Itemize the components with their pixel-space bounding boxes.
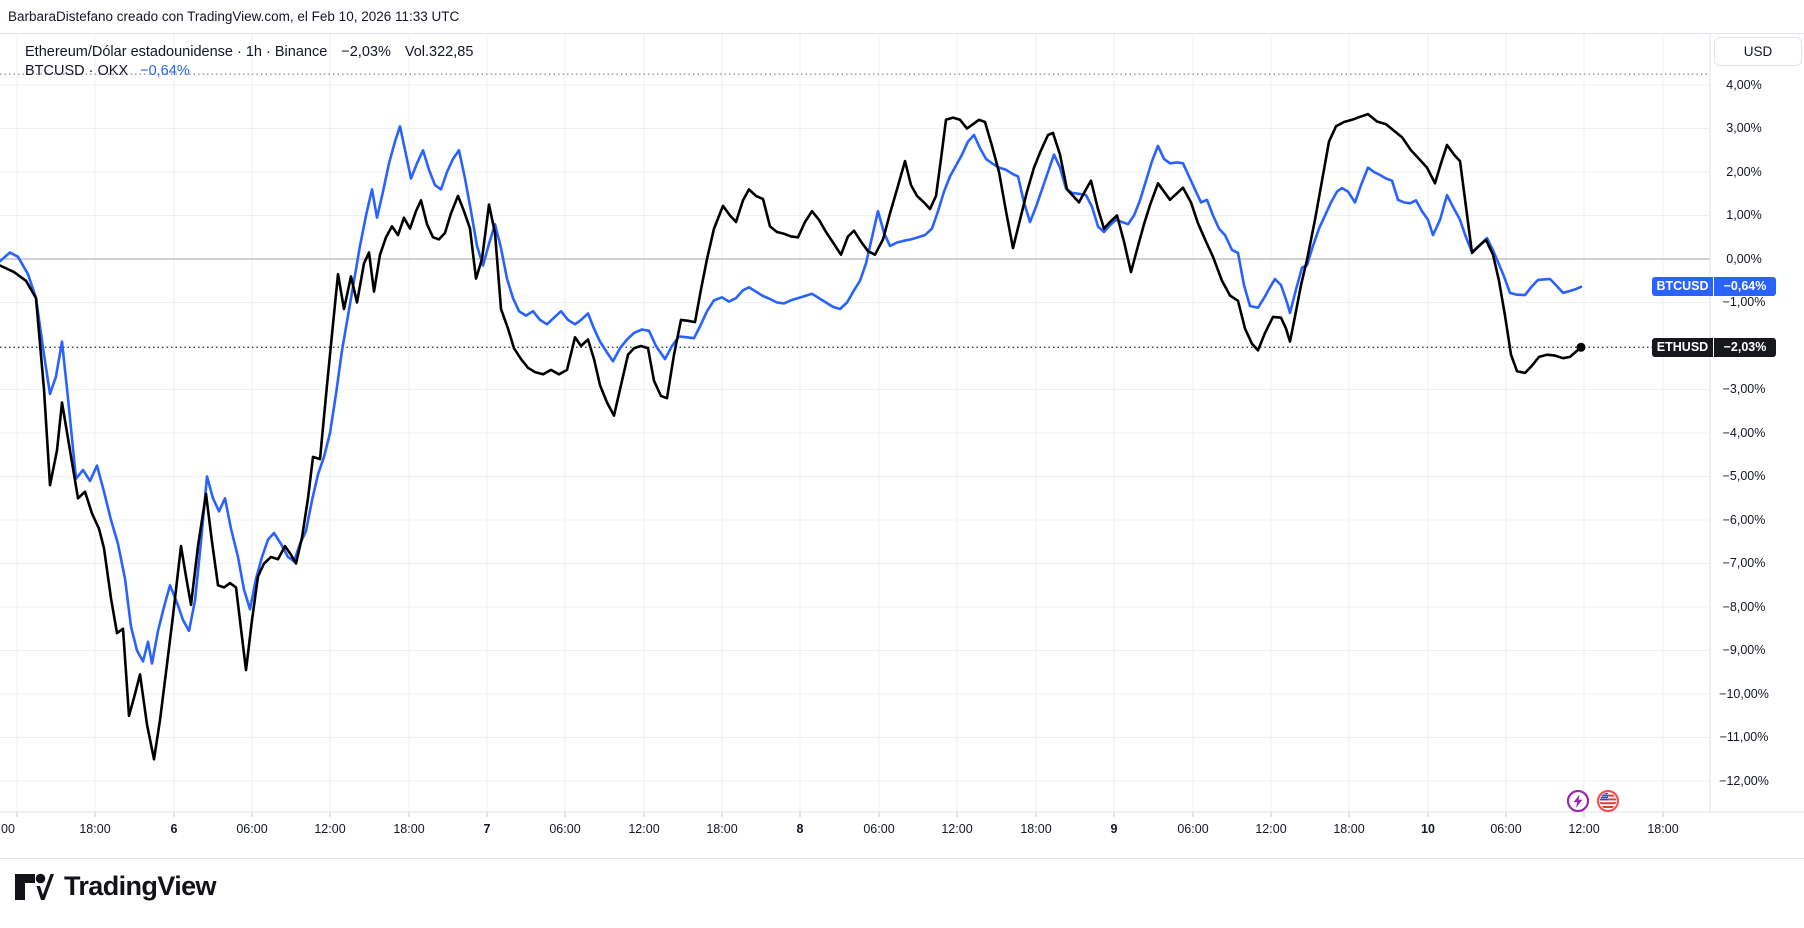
chart-frame — [0, 33, 1804, 859]
price-label-4: 4,00% — [1726, 77, 1762, 92]
tradingview-logo-text: TradingView — [64, 871, 217, 901]
price-label--3: −3,00% — [1722, 382, 1766, 396]
price-label--12: −12,00% — [1719, 773, 1769, 788]
price-label--8: −8,00% — [1722, 599, 1766, 614]
event-icons[interactable] — [1565, 789, 1629, 815]
btcusd-badge-symbol: BTCUSD — [1652, 277, 1713, 297]
price-label-0: 0,00% — [1726, 251, 1762, 266]
attribution-text: BarbaraDistefano creado con TradingView.… — [8, 9, 460, 24]
legend-row-btcusd[interactable]: BTCUSD · OKX −0,64% — [25, 63, 473, 80]
time-label-0600: 06:00 — [863, 822, 895, 836]
time-label-1800: 18:00 — [79, 822, 111, 836]
legend-row-ethusd[interactable]: Ethereum/Dólar estadounidense · 1h · Bin… — [25, 44, 473, 61]
price-label-1: 1,00% — [1726, 208, 1762, 222]
time-label-9: 9 — [1110, 822, 1118, 836]
time-label-0600: 06:00 — [1177, 822, 1209, 836]
time-label-1800: 18:00 — [393, 822, 425, 836]
time-label-1800: 18:00 — [1020, 822, 1052, 836]
price-label--7: −7,00% — [1722, 556, 1766, 570]
tradingview-logo[interactable]: TradingView — [14, 871, 217, 902]
time-label-1200: 12:00 — [941, 822, 973, 836]
us-flag-event-icon[interactable] — [1596, 789, 1620, 813]
ethusd-badge-value: −2,03% — [1714, 337, 1776, 357]
price-label-3: 3,00% — [1726, 121, 1762, 135]
time-label-1800: 18:00 — [706, 822, 738, 836]
legend-btc-symbol[interactable]: BTCUSD · OKX — [25, 63, 129, 79]
time-label-10: 10 — [1421, 822, 1435, 836]
price-label--6: −6,00% — [1722, 512, 1766, 527]
price-label--4: −4,00% — [1722, 425, 1766, 440]
time-label-1800: 18:00 — [1647, 822, 1679, 836]
time-label-1200: 12:00 — [628, 822, 660, 836]
time-label-0600: 06:00 — [549, 822, 581, 836]
price-label--5: −5,00% — [1722, 469, 1766, 483]
time-label-1200: 12:00 — [314, 822, 346, 836]
time-label-00: 00 — [1, 822, 15, 836]
price-label-2: 2,00% — [1726, 164, 1762, 179]
legend-eth-change: −2,03% — [341, 44, 391, 60]
time-label-8: 8 — [796, 822, 804, 836]
time-label-0600: 06:00 — [236, 822, 268, 836]
btcusd-price-badge: BTCUSD −0,64% — [1652, 277, 1776, 297]
btcusd-badge-value: −0,64% — [1714, 277, 1776, 297]
price-label--1: −1,00% — [1722, 295, 1766, 309]
time-label-1800: 18:00 — [1333, 822, 1365, 836]
currency-unit-button[interactable]: USD — [1714, 37, 1802, 66]
time-label-0600: 06:00 — [1490, 822, 1522, 836]
price-label--10: −10,00% — [1719, 686, 1769, 701]
legend-eth-volume: Vol.322,85 — [404, 44, 474, 60]
legend-btc-change: −0,64% — [140, 63, 190, 79]
legend-symbol-title[interactable]: Ethereum/Dólar estadounidense · 1h · Bin… — [25, 44, 328, 60]
ethusd-price-badge: ETHUSD −2,03% — [1652, 337, 1776, 357]
ethusd-badge-symbol: ETHUSD — [1652, 337, 1713, 357]
time-label-7: 7 — [483, 822, 491, 836]
tradingview-logo-icon — [15, 873, 54, 900]
time-label-1200: 12:00 — [1255, 822, 1287, 836]
time-label-1200: 12:00 — [1568, 822, 1600, 836]
symbol-legend[interactable]: Ethereum/Dólar estadounidense · 1h · Bin… — [25, 44, 473, 80]
price-label--11: −11,00% — [1719, 730, 1769, 744]
time-label-6: 6 — [170, 822, 178, 836]
price-label--9: −9,00% — [1722, 643, 1766, 657]
lightning-event-icon[interactable] — [1566, 789, 1590, 813]
